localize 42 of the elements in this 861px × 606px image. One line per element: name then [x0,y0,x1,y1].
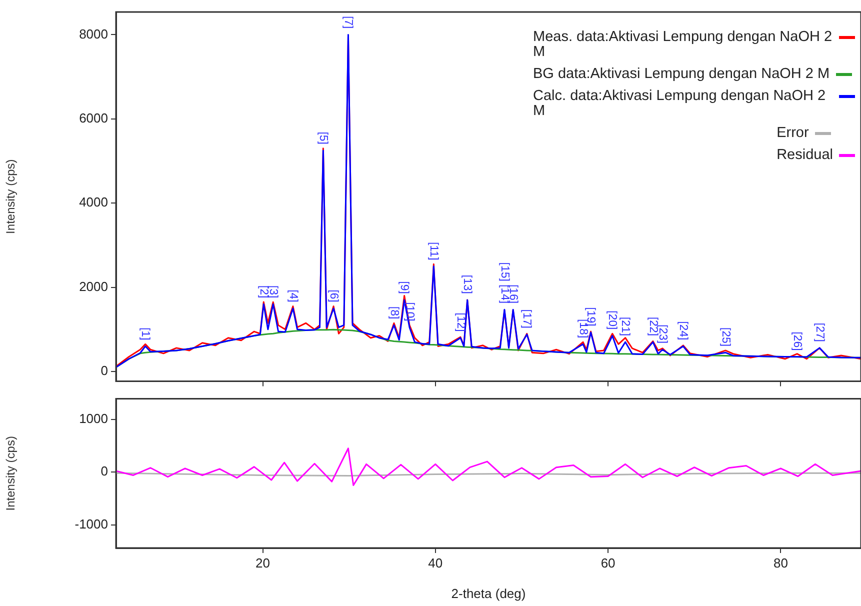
annotation: [13] [461,274,474,294]
legend-label: Residual [776,147,833,163]
annotation: [4] [286,290,299,302]
legend-label: Calc. data:Aktivasi Lempung dengan NaOH 2 M [533,88,827,119]
annotation: [24] [676,321,689,340]
y-tick-label: 8000 [79,26,108,42]
x-tick-label: 40 [428,555,443,570]
annotation: [21] [619,316,632,336]
annotation: [1] [139,327,152,340]
annotation: [9] [398,281,410,294]
y-axis-title: Intensity (cps) [4,159,18,234]
y-tick-label: -1000 [74,516,108,532]
x-axis-title: 2-theta (deg) [451,586,526,601]
annotation: [27] [813,322,826,342]
annotation: [5] [317,132,330,145]
annotation: [26] [790,332,803,351]
legend-label: BG data:Aktivasi Lempung dengan NaOH 2 M [533,66,830,82]
y-tick-label: 0 [100,363,108,378]
y-tick-label: 2000 [79,278,108,294]
x-tick-label: 80 [773,555,788,570]
x-tick-label: 20 [256,555,270,570]
annotation: [22] [646,316,659,336]
x-tick-label: 60 [600,555,616,570]
y-tick-label: 6000 [79,110,108,126]
annotation: [8] [388,306,400,320]
annotation: [25] [719,327,732,347]
annotation: [11] [428,242,440,260]
y-tick-label: 4000 [79,194,108,210]
annotation: [2] [257,285,270,298]
annotation: [17] [520,309,533,328]
annotation: [7] [342,16,354,29]
legend-label: Error [776,125,809,141]
y-tick-label: 1000 [79,410,108,426]
annotation: [12] [454,312,466,332]
annotation: [15] [498,262,510,282]
annotation: [20] [606,310,618,330]
annotation: [3] [266,285,279,298]
y-axis-title: Intensity (cps) [4,436,18,511]
annotation: [6] [327,290,340,302]
annotation: [10] [403,302,416,322]
y-tick-label: 0 [100,464,108,479]
legend-label: Meas. data:Aktivasi Lempung dengan NaOH 2 M [533,29,833,60]
